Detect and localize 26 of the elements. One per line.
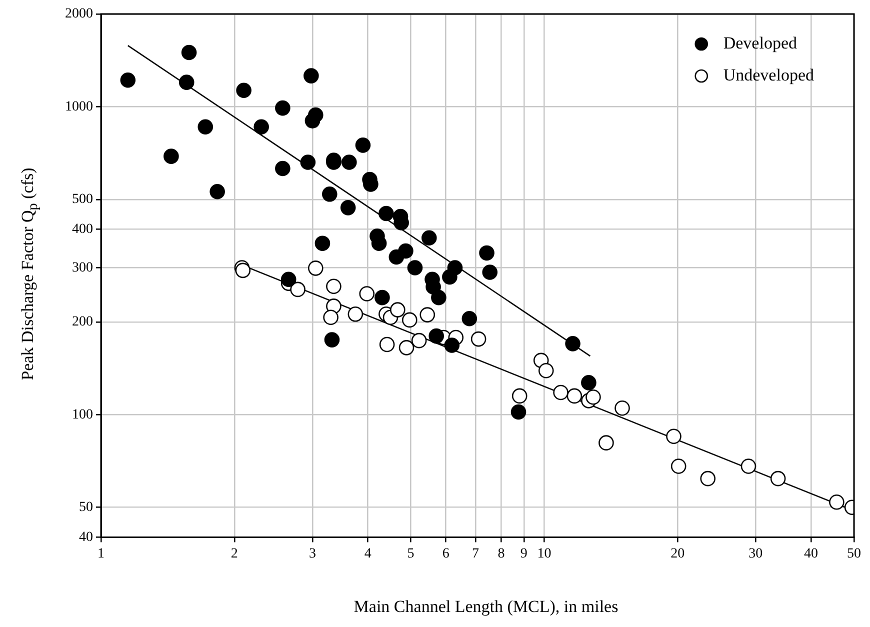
x-tick-label: 7: [472, 546, 480, 562]
y-tick-label: 300: [72, 260, 93, 276]
x-tick-label: 5: [407, 546, 414, 562]
y-tick-label: 2000: [65, 6, 93, 22]
y-tick-label: 100: [72, 407, 93, 422]
x-tick-label: 30: [748, 546, 763, 562]
x-tick-label: 6: [442, 546, 450, 562]
y-tick-label: 200: [72, 314, 93, 330]
x-tick-label: 4: [364, 546, 372, 562]
x-tick-label: 2: [230, 546, 238, 562]
x-tick-label: 10: [537, 546, 552, 562]
y-tick-label: 50: [79, 500, 93, 516]
x-tick-label: 8: [498, 546, 505, 562]
y-tick-label: 1000: [65, 99, 93, 114]
y-tick-label: 400: [72, 222, 93, 237]
x-tick-label: 1: [98, 546, 104, 562]
x-axis-title: Main Channel Length (MCL), in miles: [354, 597, 618, 617]
y-tick-label: 40: [79, 530, 93, 545]
legend-label: Undeveloped: [723, 65, 814, 84]
x-tick-label: 3: [308, 546, 316, 562]
y-tick-label: 500: [72, 192, 93, 208]
legend-label: Developed: [723, 33, 798, 52]
x-tick-label: 40: [804, 546, 818, 562]
x-tick-label: 50: [847, 546, 861, 562]
x-tick-label: 20: [670, 546, 685, 562]
x-tick-label: 9: [520, 546, 528, 562]
